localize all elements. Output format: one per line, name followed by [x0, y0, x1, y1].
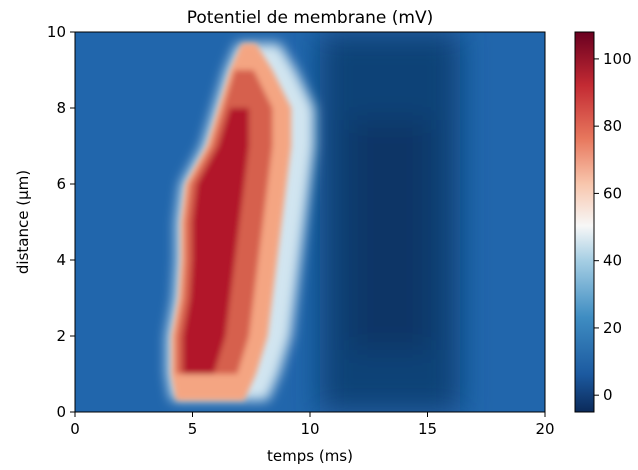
chart-title: Potentiel de membrane (mV) [187, 8, 433, 28]
x-tick-label: 0 [70, 420, 80, 438]
x-axis: 0 5 10 15 20 [70, 412, 555, 438]
y-tick-label: 10 [47, 23, 66, 41]
y-tick-label: 4 [56, 251, 66, 269]
x-tick-label: 5 [188, 420, 198, 438]
colorbar-tick-label: 60 [603, 184, 622, 202]
x-tick-label: 15 [418, 420, 437, 438]
hyperpolarized-region [320, 32, 460, 412]
colorbar [574, 31, 595, 413]
x-axis-label: temps (ms) [267, 447, 353, 465]
colorbar-tick-label: 40 [603, 252, 622, 270]
y-tick-label: 0 [56, 403, 66, 421]
depolarization-core [171, 43, 292, 401]
colorbar-tick-label: 20 [603, 319, 622, 337]
plot-area [75, 32, 545, 412]
x-tick-label: 20 [535, 420, 554, 438]
y-tick-label: 6 [56, 175, 66, 193]
y-axis: 0 2 4 6 8 10 [47, 23, 75, 421]
colorbar-ticks: 0 20 40 60 80 100 [594, 50, 632, 404]
y-axis-label: distance (μm) [14, 170, 32, 274]
colorbar-tick-label: 0 [603, 386, 613, 404]
y-tick-label: 2 [56, 327, 66, 345]
y-tick-label: 8 [56, 99, 66, 117]
resting-background [75, 32, 545, 412]
colorbar-tick-label: 100 [603, 50, 632, 68]
colorbar-tick-label: 80 [603, 117, 622, 135]
x-tick-label: 10 [300, 420, 319, 438]
